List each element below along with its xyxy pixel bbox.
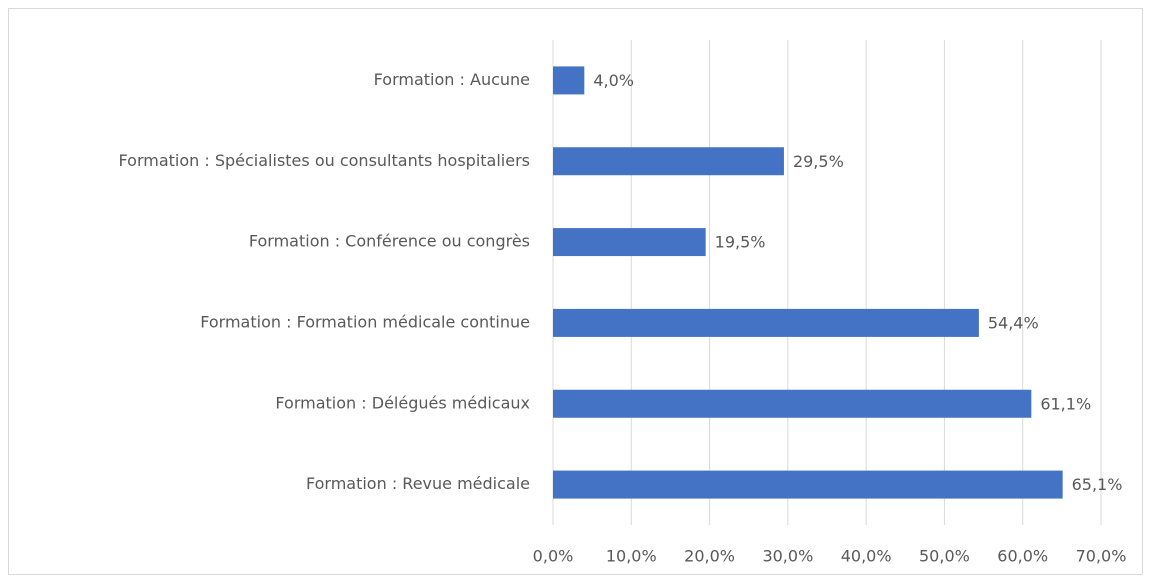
value-label: 29,5% xyxy=(793,152,844,171)
bar xyxy=(553,147,784,176)
value-label: 19,5% xyxy=(715,233,766,252)
bar xyxy=(553,228,706,257)
x-tick-label: 70,0% xyxy=(1076,547,1127,566)
bar xyxy=(553,308,979,337)
x-tick-label: 0,0% xyxy=(533,547,574,566)
bar xyxy=(553,66,585,95)
x-tick-label: 40,0% xyxy=(841,547,892,566)
y-tick-label: Formation : Spécialistes ou consultants … xyxy=(119,151,530,170)
x-tick-label: 20,0% xyxy=(684,547,735,566)
bar xyxy=(553,470,1063,499)
y-tick-label: Formation : Conférence ou congrès xyxy=(249,232,530,251)
x-tick-label: 50,0% xyxy=(919,547,970,566)
value-label: 65,1% xyxy=(1072,475,1123,494)
y-tick-label: Formation : Formation médicale continue xyxy=(200,312,530,331)
y-tick-label: Formation : Délégués médicaux xyxy=(275,393,530,412)
x-tick-label: 10,0% xyxy=(606,547,657,566)
y-tick-label: Formation : Aucune xyxy=(374,70,530,89)
value-label: 4,0% xyxy=(593,71,634,90)
x-tick-label: 60,0% xyxy=(997,547,1048,566)
value-label: 61,1% xyxy=(1040,394,1091,413)
x-tick-label: 30,0% xyxy=(762,547,813,566)
bar xyxy=(553,389,1032,418)
value-label: 54,4% xyxy=(988,313,1039,332)
y-tick-label: Formation : Revue médicale xyxy=(306,474,530,493)
